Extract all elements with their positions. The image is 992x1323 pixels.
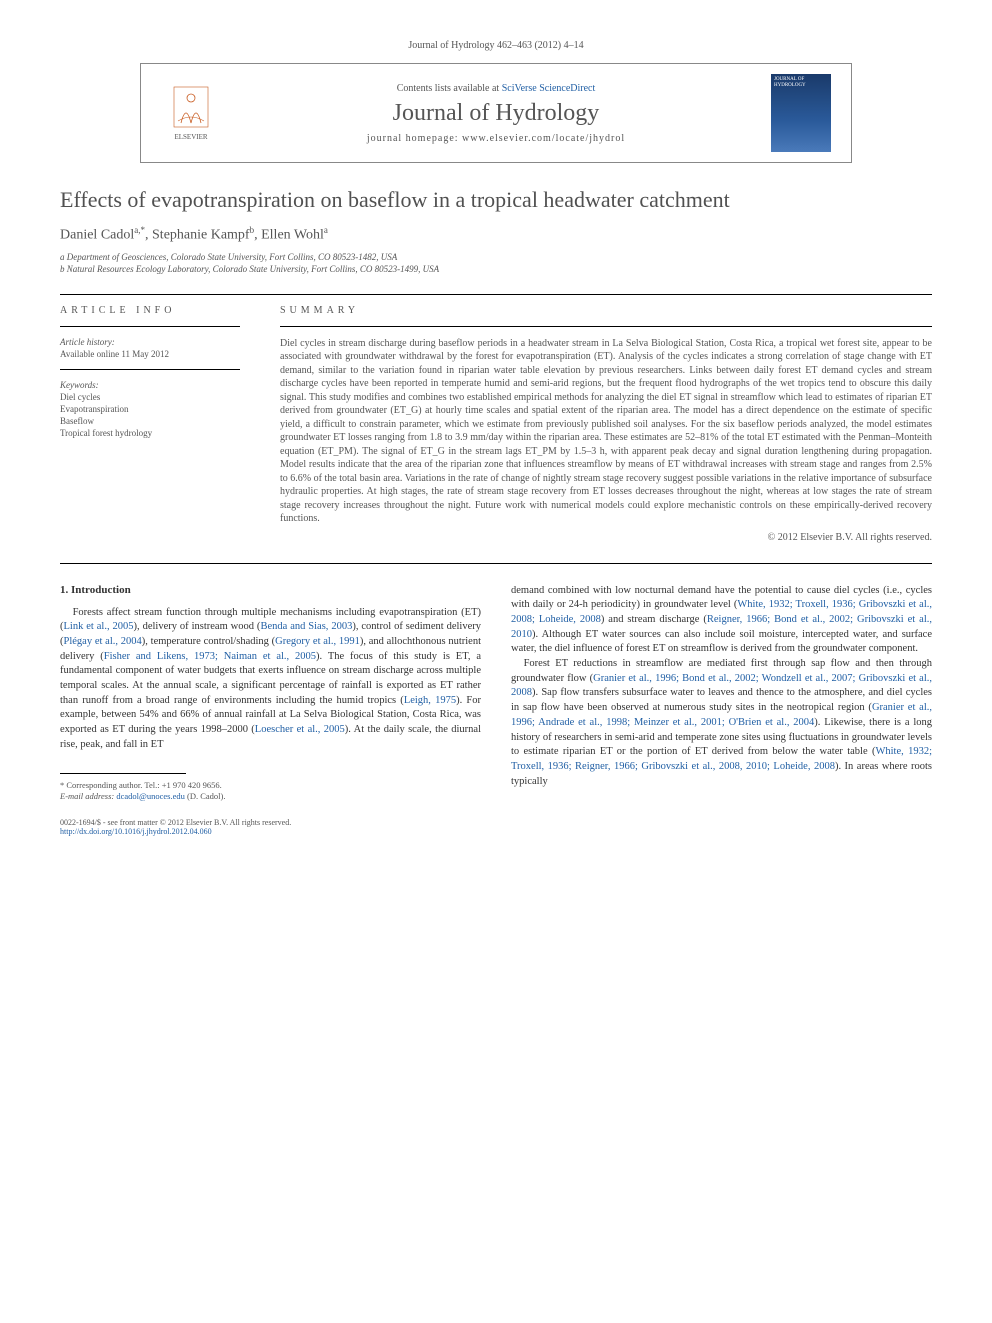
body-paragraph: Forests affect stream function through m… (60, 606, 481, 753)
contents-text: Contents lists available at (397, 83, 502, 94)
body-column-right: demand combined with low nocturnal deman… (511, 584, 932, 802)
publisher-name: ELSEVIER (174, 133, 207, 141)
t: ), temperature control/shading ( (142, 636, 275, 647)
publisher-logo: ELSEVIER (161, 83, 221, 143)
body-column-left: 1. Introduction Forests affect stream fu… (60, 584, 481, 802)
author-3-sup: a (324, 225, 328, 235)
section-heading: 1. Introduction (60, 584, 481, 596)
keyword: Diel cycles (60, 392, 240, 402)
body-paragraph: Forest ET reductions in streamflow are m… (511, 657, 932, 789)
article-title: Effects of evapotranspiration on baseflo… (60, 187, 932, 213)
history-text: Available online 11 May 2012 (60, 349, 240, 359)
article-info-column: ARTICLE INFO Article history: Available … (60, 305, 240, 543)
author-1-sup: a,* (134, 225, 145, 235)
divider (60, 326, 240, 327)
divider (280, 326, 932, 327)
journal-header-box: ELSEVIER Contents lists available at Sci… (140, 63, 852, 163)
keywords-list: Diel cycles Evapotranspiration Baseflow … (60, 392, 240, 438)
keyword: Evapotranspiration (60, 404, 240, 414)
keyword: Baseflow (60, 416, 240, 426)
keyword: Tropical forest hydrology (60, 428, 240, 438)
email-line: E-mail address: dcadol@unoces.edu (D. Ca… (60, 791, 481, 801)
homepage-line: journal homepage: www.elsevier.com/locat… (221, 133, 771, 144)
citation-link[interactable]: Benda and Sias, 2003 (260, 621, 352, 632)
summary-heading: SUMMARY (280, 305, 932, 316)
affiliation-a: a Department of Geosciences, Colorado St… (60, 252, 932, 262)
history-label: Article history: (60, 337, 240, 347)
contents-available-line: Contents lists available at SciVerse Sci… (221, 83, 771, 94)
email-label: E-mail address: (60, 791, 116, 801)
cover-label: JOURNAL OF HYDROLOGY (774, 77, 828, 88)
citation-link[interactable]: Loescher et al., 2005 (255, 724, 345, 735)
authors-line: Daniel Cadola,*, Stephanie Kampfb, Ellen… (60, 225, 932, 244)
keywords-label: Keywords: (60, 380, 240, 390)
divider (60, 369, 240, 370)
affiliations: a Department of Geosciences, Colorado St… (60, 252, 932, 274)
citation-link[interactable]: Gregory et al., 1991 (275, 636, 360, 647)
article-info-heading: ARTICLE INFO (60, 305, 240, 316)
footnote-rule (60, 773, 186, 780)
t: ). Although ET water sources can also in… (511, 629, 932, 655)
author-2: , Stephanie Kampf (145, 228, 250, 243)
issn-line: 0022-1694/$ - see front matter © 2012 El… (60, 818, 932, 827)
body-paragraph: demand combined with low nocturnal deman… (511, 584, 932, 657)
citation-link[interactable]: Plégay et al., 2004 (64, 636, 142, 647)
doi-link[interactable]: http://dx.doi.org/10.1016/j.jhydrol.2012… (60, 827, 212, 836)
divider (60, 563, 932, 564)
copyright-line: © 2012 Elsevier B.V. All rights reserved… (280, 532, 932, 543)
t: ). Sap flow transfers subsurface water t… (511, 687, 932, 713)
divider (60, 294, 932, 295)
citation-link[interactable]: Link et al., 2005 (64, 621, 134, 632)
running-header: Journal of Hydrology 462–463 (2012) 4–14 (60, 40, 932, 51)
doi-line: http://dx.doi.org/10.1016/j.jhydrol.2012… (60, 827, 932, 836)
journal-title: Journal of Hydrology (221, 100, 771, 127)
t: ), delivery of instream wood ( (134, 621, 261, 632)
homepage-label: journal homepage: (367, 133, 462, 144)
abstract-text: Diel cycles in stream discharge during b… (280, 337, 932, 526)
journal-cover-thumbnail: JOURNAL OF HYDROLOGY (771, 74, 831, 152)
corresponding-author: * Corresponding author. Tel.: +1 970 420… (60, 780, 481, 790)
citation-link[interactable]: Fisher and Likens, 1973; Naiman et al., … (104, 651, 316, 662)
sciencedirect-link[interactable]: SciVerse ScienceDirect (502, 83, 596, 94)
email-name: (D. Cadol). (185, 791, 226, 801)
homepage-url[interactable]: www.elsevier.com/locate/jhydrol (462, 133, 625, 144)
author-1: Daniel Cadol (60, 228, 134, 243)
t: ) and stream discharge ( (601, 614, 707, 625)
email-link[interactable]: dcadol@unoces.edu (116, 791, 185, 801)
author-3: , Ellen Wohl (254, 228, 324, 243)
citation-link[interactable]: Leigh, 1975 (404, 695, 456, 706)
affiliation-b: b Natural Resources Ecology Laboratory, … (60, 264, 932, 274)
